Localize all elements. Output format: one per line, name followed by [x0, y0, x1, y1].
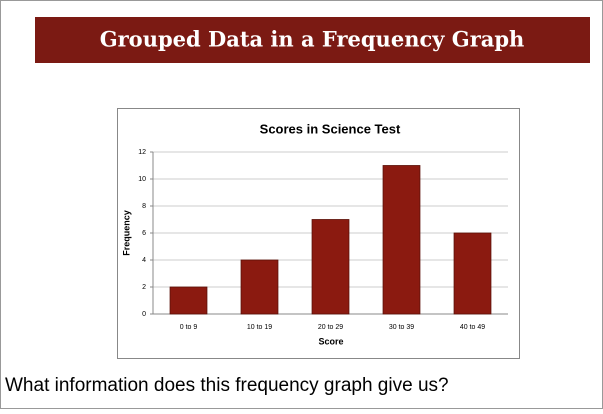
x-tick-label: 10 to 19 — [247, 324, 272, 331]
bar — [382, 165, 421, 315]
y-tick-label: 12 — [138, 149, 146, 156]
x-axis-label: Score — [318, 336, 343, 346]
y-axis-label: Frequency — [121, 210, 131, 256]
header-title: Grouped Data in a Frequency Graph — [100, 27, 525, 52]
y-tick-label: 10 — [138, 176, 146, 183]
x-tick-label: 20 to 29 — [318, 324, 343, 331]
x-tick-label: 0 to 9 — [180, 324, 198, 331]
y-tick-label: 8 — [142, 203, 146, 210]
y-tick-label: 2 — [142, 284, 146, 291]
x-tick-label: 30 to 39 — [389, 324, 414, 331]
y-tick-label: 4 — [142, 257, 146, 264]
chart-title: Scores in Science Test — [260, 121, 401, 136]
bar — [453, 232, 492, 315]
x-tick-label: 40 to 49 — [460, 324, 485, 331]
bar — [311, 219, 350, 315]
bar — [169, 286, 208, 315]
caption: What information does this frequency gra… — [5, 375, 449, 396]
header-bar — [35, 17, 590, 63]
bar — [240, 259, 279, 315]
y-tick-label: 0 — [142, 311, 146, 318]
y-tick-label: 6 — [142, 230, 146, 237]
